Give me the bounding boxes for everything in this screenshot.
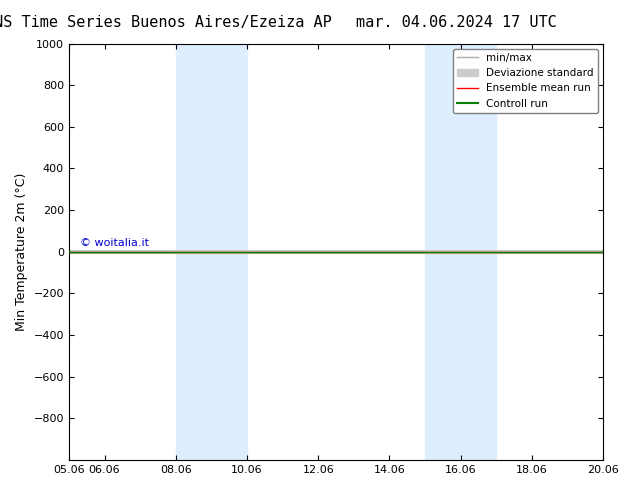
Y-axis label: Min Temperature 2m (°C): Min Temperature 2m (°C) [15, 172, 28, 331]
Text: © woitalia.it: © woitalia.it [80, 239, 148, 248]
Bar [176, 44, 247, 460]
Text: mar. 04.06.2024 17 UTC: mar. 04.06.2024 17 UTC [356, 15, 557, 30]
Text: ENS Time Series Buenos Aires/Ezeiza AP: ENS Time Series Buenos Aires/Ezeiza AP [0, 15, 332, 30]
Legend: min/max, Deviazione standard, Ensemble mean run, Controll run: min/max, Deviazione standard, Ensemble m… [453, 49, 598, 113]
Bar [425, 44, 496, 460]
